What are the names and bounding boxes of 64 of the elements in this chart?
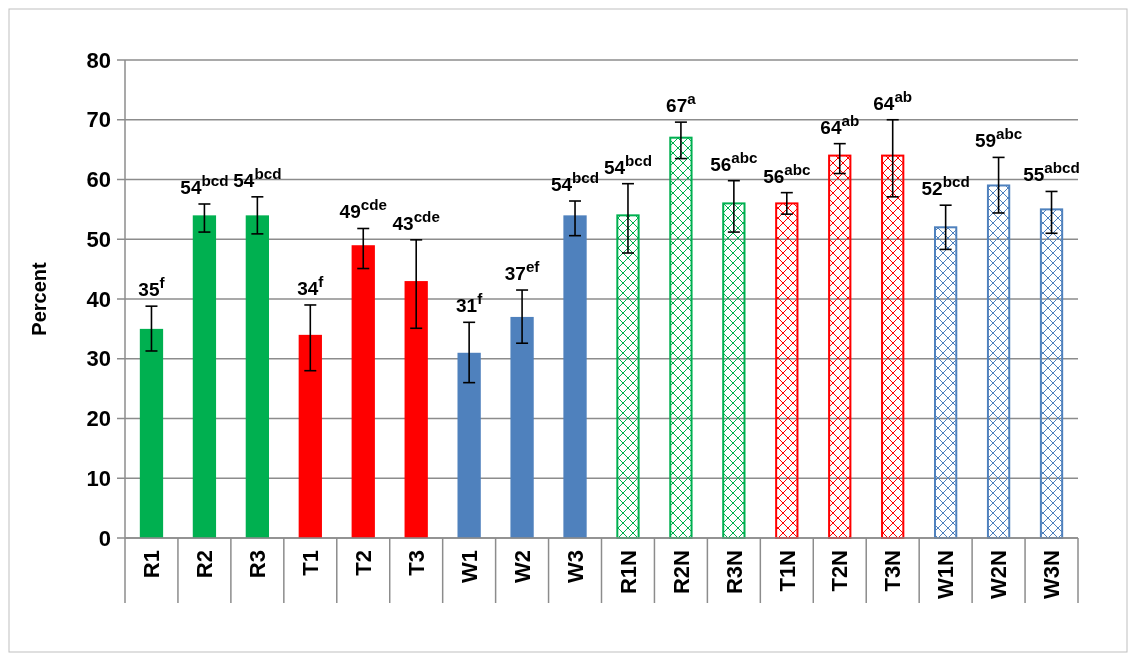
bar [351, 245, 375, 538]
data-label: 54$^{bcd}$ [233, 164, 282, 191]
y-tick-label: 60 [86, 167, 111, 193]
y-tick-label: 50 [86, 226, 111, 252]
y-tick-label: 40 [86, 286, 111, 312]
data-label: 55$^{abcd}$ [1023, 158, 1080, 186]
bar [986, 184, 1011, 539]
x-tick-label: W2 [509, 550, 535, 583]
y-tick-label: 80 [86, 47, 111, 73]
bar [298, 334, 322, 538]
x-tick-label: T2 [350, 550, 376, 576]
data-label: 35$^{f}$ [138, 273, 166, 301]
x-tick-label: R3N [721, 550, 747, 595]
data-label: 31$^{f}$ [456, 289, 484, 317]
data-label: 37$^{ef}$ [504, 257, 541, 285]
x-tick-label: T2N [827, 550, 853, 592]
data-label: 54$^{bcd}$ [180, 171, 229, 198]
x-tick-label: R2N [668, 550, 694, 595]
bar [457, 352, 481, 538]
bar [828, 154, 852, 539]
x-tick-label: T1 [298, 550, 324, 576]
x-tick-label: T1N [774, 550, 800, 592]
bar [245, 215, 270, 538]
x-tick-label: R1N [615, 550, 641, 595]
y-tick-label: 10 [86, 465, 111, 491]
x-tick-label: W1N [933, 550, 959, 599]
x-tick-label: W3N [1039, 550, 1065, 599]
x-tick-label: W1 [456, 550, 482, 583]
x-tick-label: R3 [245, 550, 271, 579]
bar [775, 202, 799, 539]
x-tick-label: R1 [139, 550, 165, 579]
data-label: 34$^{f}$ [297, 272, 325, 299]
x-tick-label: T3 [403, 550, 429, 576]
bar [1039, 208, 1064, 539]
data-label: 56$^{abc}$ [763, 160, 811, 187]
data-label: 54$^{bcd}$ [550, 168, 600, 196]
data-label: 59$^{abc}$ [974, 124, 1023, 152]
x-tick-label: R2 [192, 550, 218, 579]
bar [139, 328, 164, 538]
bar [933, 226, 958, 539]
data-label: 49$^{cde}$ [339, 195, 387, 223]
y-tick-label: 0 [98, 525, 111, 551]
bar [404, 281, 428, 538]
x-tick-label: W2N [986, 550, 1012, 599]
bar [563, 215, 587, 538]
data-label: 64$^{ab}$ [873, 87, 913, 114]
bar [192, 215, 217, 538]
bar [616, 214, 640, 539]
bar [669, 136, 693, 539]
data-label: 54$^{bcd}$ [603, 151, 653, 178]
x-tick-label: T3N [880, 550, 906, 592]
bar [510, 316, 534, 538]
data-label: 52$^{bcd}$ [921, 172, 970, 200]
bar [881, 154, 905, 539]
data-label: 64$^{ab}$ [820, 111, 860, 138]
y-tick-label: 70 [86, 107, 111, 133]
y-axis-title: Percent [28, 261, 50, 336]
data-label: 56$^{abc}$ [710, 148, 758, 175]
data-label: 43$^{cde}$ [392, 207, 440, 234]
bar [722, 202, 746, 539]
data-label: 67$^{a}$ [666, 89, 697, 117]
x-tick-label: W3 [562, 550, 588, 583]
y-tick-label: 30 [86, 346, 111, 372]
y-tick-label: 20 [86, 406, 111, 432]
